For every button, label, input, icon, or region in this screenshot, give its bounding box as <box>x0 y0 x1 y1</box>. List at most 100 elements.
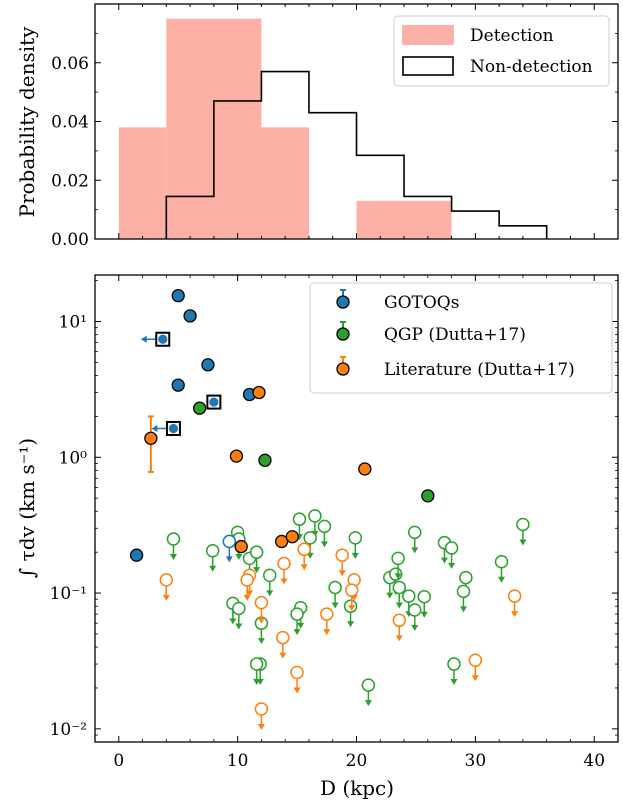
literature-upper-limit <box>290 665 304 694</box>
qgp-upper-limit-arrow <box>331 593 339 609</box>
literature-upper-limit <box>277 556 291 585</box>
qgp-upper-limit-marker <box>402 589 416 603</box>
scatter-ytick-label: 10¹ <box>59 312 87 332</box>
qgp-upper-limit <box>249 545 264 574</box>
histogram-frame <box>94 3 619 240</box>
literature-upper-limit <box>335 548 349 577</box>
histogram-ytick-label: 0.06 <box>51 54 89 74</box>
literature-upper-limit-marker <box>277 556 291 571</box>
gotoq-box-inner <box>209 397 219 407</box>
qgp-upper-limit <box>290 607 304 636</box>
qgp-detection <box>258 453 272 467</box>
literature-upper-limit-marker <box>297 542 311 557</box>
detection-bar <box>404 200 452 239</box>
qgp-upper-limit-marker <box>392 580 407 595</box>
scatter-legend-box <box>309 282 613 394</box>
literature-upper-limit-arrow <box>348 596 356 612</box>
qgp-upper-limit-marker <box>444 541 459 555</box>
qgp-upper-limit <box>407 525 422 554</box>
literature-upper-limit-marker <box>254 595 269 610</box>
literature-detection <box>229 449 244 463</box>
gotoq-detection <box>171 378 185 392</box>
literature-upper-limit-arrow <box>279 643 287 659</box>
qgp-upper-limit-marker <box>303 531 317 545</box>
qgp-upper-limit <box>361 678 376 707</box>
qgp-upper-limit <box>232 601 246 630</box>
qgp-upper-limit-arrow <box>257 629 265 645</box>
gotoq-box-inner <box>168 423 179 434</box>
literature-upper-limit-marker <box>276 630 290 645</box>
qgp-upper-limit-arrow <box>519 530 527 546</box>
qgp-upper-limit-arrow <box>253 670 261 686</box>
literature-upper-limit <box>254 702 269 730</box>
qgp-upper-limit <box>516 517 530 546</box>
scatter-axis-ticks: 0 10 20 30 40 10⁻² 10⁻¹ 10⁰ 10¹ <box>50 275 618 771</box>
detection-bar <box>118 127 167 239</box>
legend-detection-swatch <box>402 25 454 45</box>
qgp-upper-limit-marker <box>317 519 332 534</box>
qgp-upper-limit <box>392 580 407 609</box>
qgp-upper-limit-marker <box>417 589 432 604</box>
literature-detection <box>358 462 372 476</box>
gotoq-detection <box>171 289 185 303</box>
gotoq-detection <box>183 309 197 323</box>
scatter-xtick-label: 30 <box>465 751 487 771</box>
qgp-upper-limit-marker <box>391 551 405 566</box>
qgp-upper-limit-arrow <box>351 543 359 559</box>
qgp-upper-limit-marker <box>308 509 322 523</box>
gotoq-detection <box>201 358 215 372</box>
literature-upper-limit <box>240 573 254 601</box>
literature-upper-limit-marker <box>507 589 522 603</box>
qgp-upper-limit-marker <box>456 584 471 599</box>
scatter-xtick-label: 40 <box>583 751 605 771</box>
qgp-upper-limit <box>249 657 264 686</box>
qgp-upper-limit <box>328 580 342 609</box>
qgp-upper-limit-arrow <box>394 564 402 580</box>
qgp-upper-limit-arrow <box>347 612 355 628</box>
literature-upper-limit-marker <box>392 613 407 628</box>
qgp-upper-limit-arrow <box>498 567 506 583</box>
gotoq-box-marker <box>206 394 222 410</box>
histogram-panel: 0.00 0.02 0.04 0.06 Probability density Det… <box>15 3 619 250</box>
scatter-ytick-label: 10⁻¹ <box>50 584 87 604</box>
literature-detection <box>285 530 299 544</box>
qgp-upper-limit-arrow <box>440 548 448 564</box>
scatter-ylabel: ∫ τdv (km s⁻¹) <box>15 438 39 578</box>
qgp-upper-limit-marker <box>166 532 181 546</box>
gotoq-box-marker <box>165 420 181 436</box>
literature-detection <box>252 385 266 400</box>
gotoq-detection <box>129 548 144 562</box>
gotoq-boxed-point <box>206 394 222 410</box>
scatter-ytick-label: 10⁻² <box>50 720 87 740</box>
literature-upper-limit <box>468 653 483 682</box>
literature-upper-limit-marker <box>240 573 254 587</box>
qgp-upper-limit-marker <box>459 570 473 585</box>
qgp-upper-limit <box>317 519 332 548</box>
qgp-detection <box>192 401 207 415</box>
qgp-upper-limit-marker <box>447 657 461 671</box>
qgp-upper-limit <box>494 555 509 583</box>
qgp-upper-limit-arrow <box>450 670 458 686</box>
qgp-upper-limit <box>308 509 322 537</box>
detection-bar <box>261 127 309 239</box>
scatter-xlabel: D (kpc) <box>320 776 394 800</box>
qgp-upper-limit <box>205 543 220 572</box>
histogram-legend: Detection Non-detection <box>393 15 610 87</box>
scatter-frame <box>94 274 619 743</box>
literature-upper-limit-marker <box>254 702 269 716</box>
qgp-upper-limit-marker <box>232 601 246 616</box>
qgp-upper-limit <box>407 603 422 632</box>
gotoq-boxed-point <box>140 331 171 347</box>
literature-detection <box>274 534 289 549</box>
literature-upper-limit-arrow <box>511 602 519 618</box>
literature-upper-limit-arrow <box>395 626 403 642</box>
gotoq-upper-limit-marker <box>222 534 237 549</box>
qgp-upper-limit-marker <box>262 568 277 583</box>
histogram-ytick-label: 0.04 <box>51 113 89 133</box>
histogram-bars <box>118 18 548 239</box>
qgp-upper-limit-arrow <box>169 545 177 561</box>
scatter-legend: GOTOQs QGP (Dutta+17) Literature (Dutta+… <box>309 282 613 394</box>
gotoq-box-marker <box>155 331 171 347</box>
scatter-xtick-label: 0 <box>113 751 124 771</box>
qgp-upper-limit <box>348 531 363 559</box>
